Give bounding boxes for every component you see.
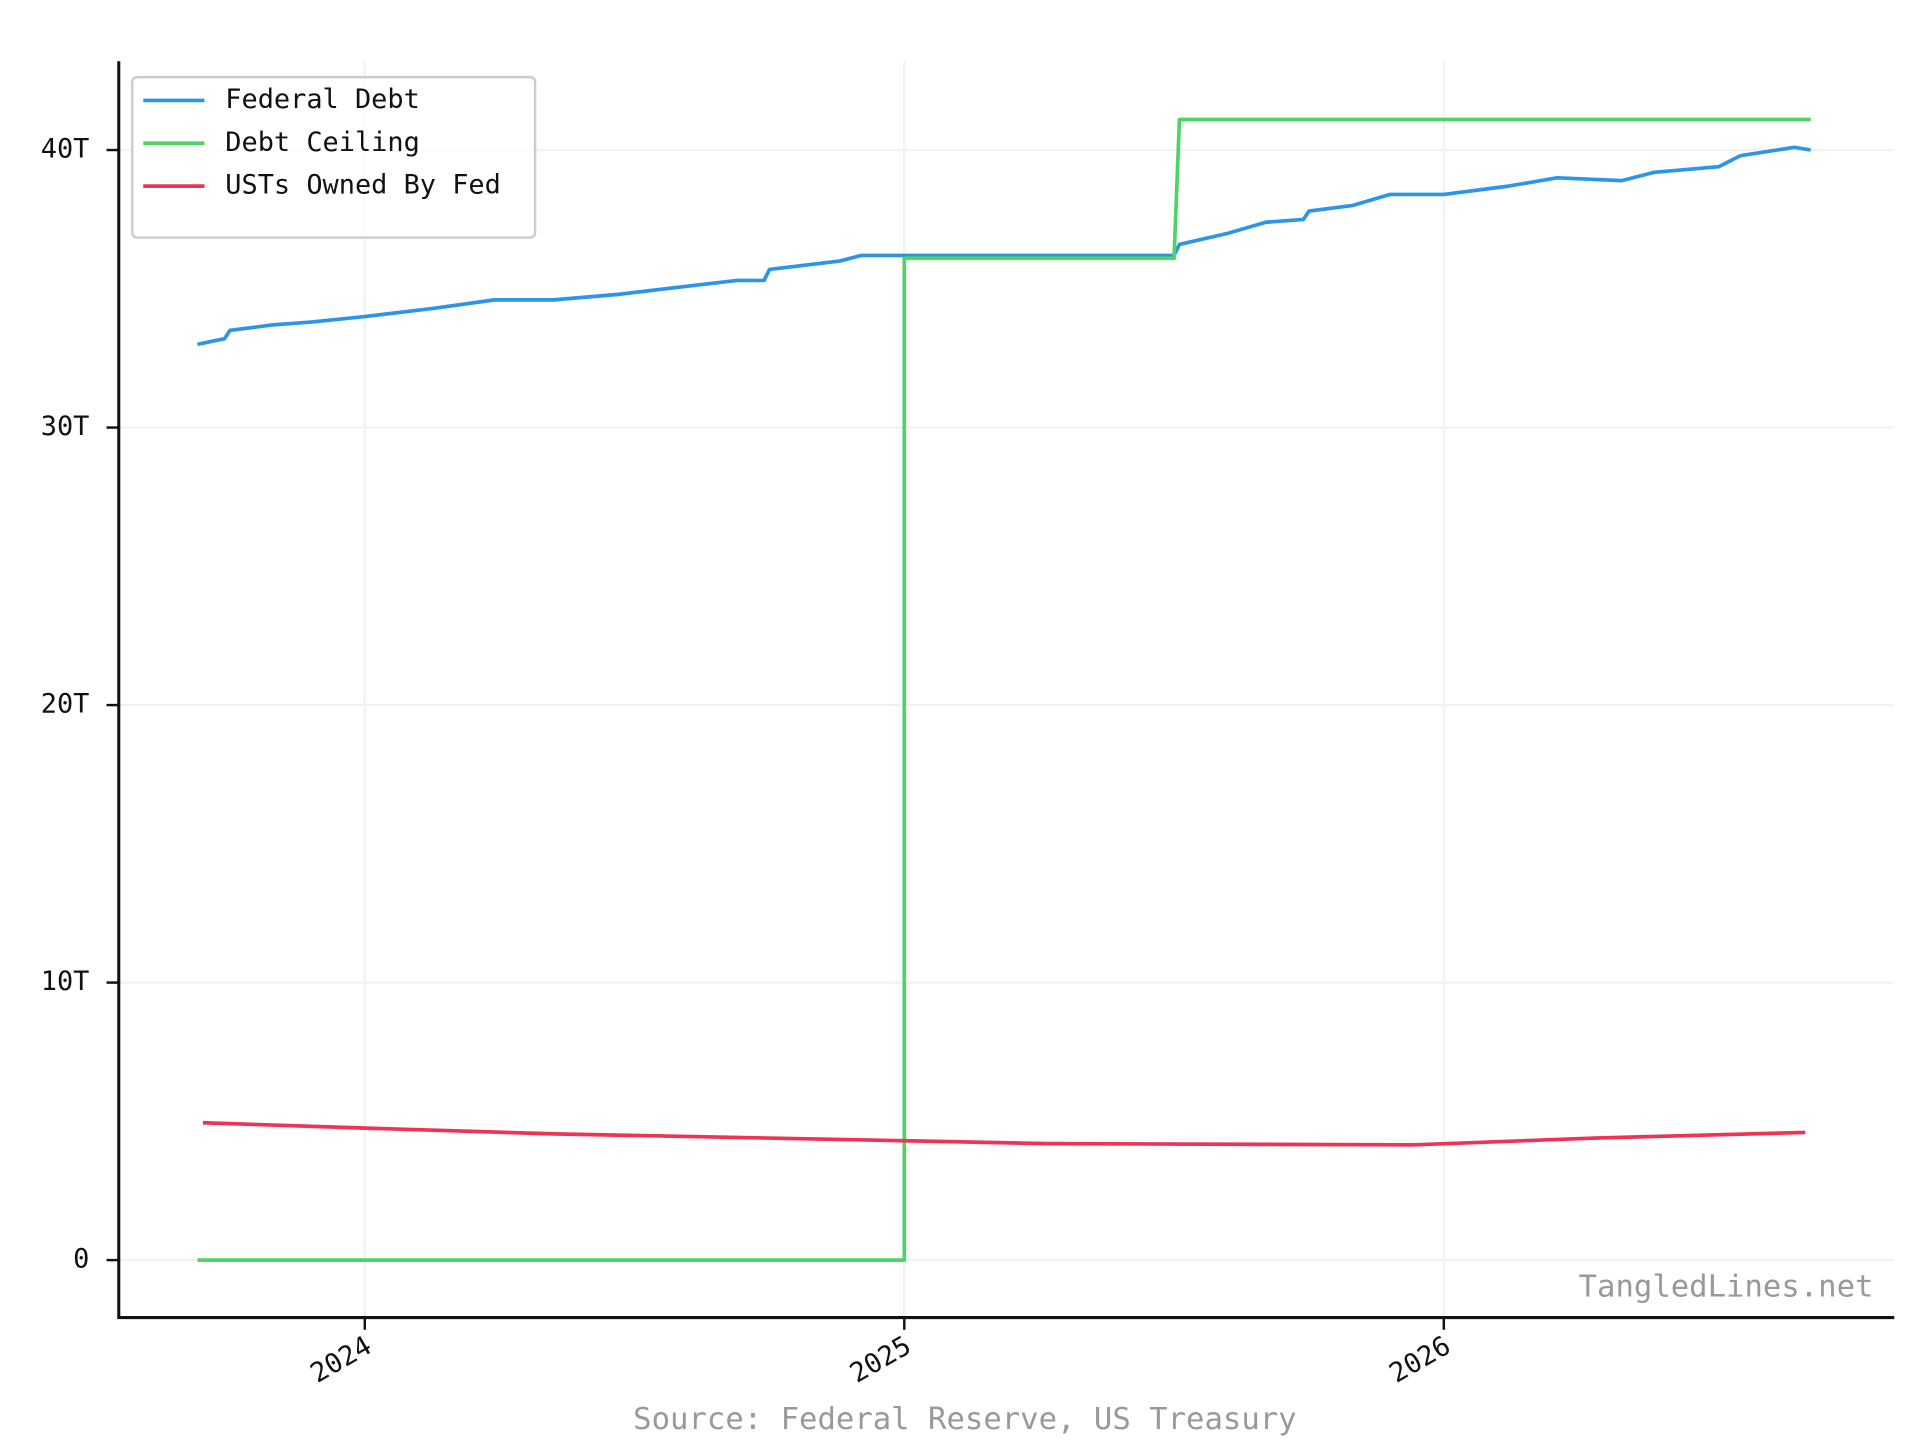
y-tick-label: 40T bbox=[41, 134, 90, 165]
y-tick-label: 20T bbox=[41, 689, 90, 720]
series-line bbox=[197, 145, 1811, 347]
series-line bbox=[202, 1120, 1806, 1147]
watermark: TangledLines.net bbox=[1579, 1270, 1874, 1305]
y-tick-label: 0 bbox=[73, 1244, 89, 1275]
x-tick-label: 2025 bbox=[845, 1330, 917, 1389]
series-line bbox=[197, 117, 1811, 1262]
legend-label: Federal Debt bbox=[225, 84, 420, 115]
legend-label: USTs Owned By Fed bbox=[225, 170, 501, 201]
legend-label: Debt Ceiling bbox=[225, 127, 420, 158]
y-tick-label: 30T bbox=[41, 411, 90, 442]
x-tick-label: 2024 bbox=[305, 1330, 377, 1389]
x-tick-label: 2026 bbox=[1384, 1330, 1456, 1389]
legend-box bbox=[131, 75, 537, 239]
y-tick-label: 10T bbox=[41, 966, 90, 997]
source-note: Source: Federal Reserve, US Treasury bbox=[633, 1402, 1296, 1437]
